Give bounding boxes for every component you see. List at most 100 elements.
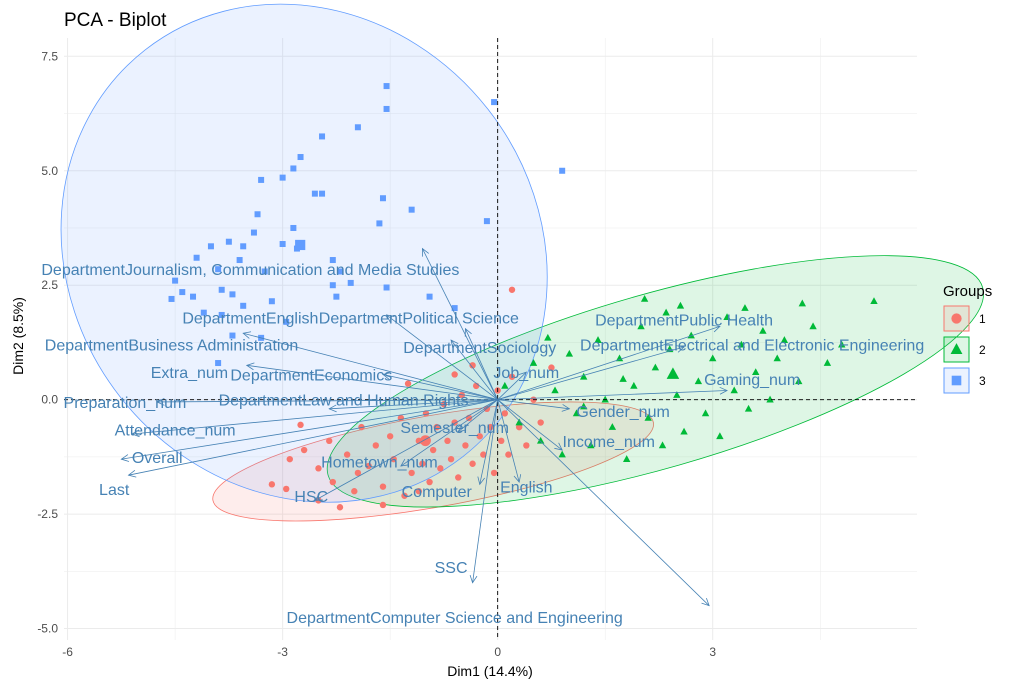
point-group-2 bbox=[536, 436, 545, 444]
point-group-2 bbox=[608, 423, 617, 430]
legend-label-1: 1 bbox=[979, 312, 986, 326]
point-group-2 bbox=[544, 333, 552, 341]
point-group-3 bbox=[379, 195, 386, 202]
legend-marker-2 bbox=[950, 343, 963, 354]
point-group-1 bbox=[379, 483, 387, 490]
variable-label: DepartmentLaw and Human Rights bbox=[219, 393, 469, 410]
point-group-3 bbox=[290, 224, 297, 231]
point-group-2 bbox=[838, 340, 846, 348]
variable-arrowhead bbox=[400, 458, 409, 467]
point-group-2 bbox=[662, 308, 670, 316]
point-group-3 bbox=[218, 286, 225, 293]
point-group-3 bbox=[279, 241, 286, 248]
point-group-2 bbox=[723, 313, 731, 321]
legend-label-3: 3 bbox=[979, 374, 986, 388]
variable-arrowhead bbox=[450, 339, 459, 349]
variable-arrowhead bbox=[457, 424, 467, 433]
point-group-1 bbox=[329, 478, 337, 486]
point-group-1 bbox=[469, 362, 476, 369]
point-group-2 bbox=[579, 402, 588, 410]
variable-arrow bbox=[329, 399, 498, 410]
point-group-1 bbox=[386, 433, 394, 440]
point-group-1 bbox=[286, 455, 293, 463]
point-group-3 bbox=[376, 220, 383, 227]
variable-arrow bbox=[128, 399, 498, 476]
point-group-2 bbox=[780, 336, 789, 343]
point-group-3 bbox=[333, 293, 340, 300]
confidence-ellipses bbox=[60, 3, 984, 522]
point-group-2 bbox=[673, 391, 681, 398]
variable-arrowhead bbox=[131, 429, 140, 438]
legend-title: Groups bbox=[943, 283, 992, 300]
variable-arrow bbox=[497, 399, 520, 483]
variable-arrow bbox=[243, 332, 498, 401]
variable-label: Last bbox=[99, 482, 130, 499]
point-group-1 bbox=[462, 442, 469, 449]
point-group-3 bbox=[240, 243, 247, 250]
point-group-2 bbox=[741, 304, 749, 311]
point-group-3 bbox=[451, 305, 458, 312]
variable-label: DepartmentElectrical and Electronic Engi… bbox=[580, 338, 924, 355]
y-tick-label: 2.5 bbox=[41, 278, 58, 292]
point-group-3 bbox=[261, 268, 268, 275]
y-axis-title: Dim2 (8.5%) bbox=[10, 297, 26, 375]
variable-label: Extra_num bbox=[151, 365, 228, 382]
point-group-3 bbox=[336, 268, 343, 275]
variable-arrow bbox=[246, 364, 498, 401]
variable-label: HSC bbox=[294, 489, 328, 506]
variable-arrow bbox=[497, 399, 710, 606]
point-group-1 bbox=[548, 364, 555, 371]
variable-arrowhead bbox=[245, 362, 255, 371]
variable-arrows bbox=[120, 247, 728, 607]
variable-labels: DepartmentJournalism, Communication and … bbox=[41, 262, 924, 627]
point-group-1 bbox=[419, 460, 426, 467]
variable-label: DepartmentPublic Health bbox=[595, 313, 773, 330]
variable-arrow bbox=[497, 346, 685, 401]
point-group-2 bbox=[809, 322, 817, 330]
point-group-1 bbox=[408, 469, 415, 477]
point-group-3 bbox=[225, 238, 232, 245]
point-group-1 bbox=[354, 469, 362, 477]
point-group-3 bbox=[229, 291, 236, 298]
point-group-3 bbox=[268, 298, 275, 305]
y-tick-label: 0.0 bbox=[41, 393, 58, 407]
point-group-1 bbox=[447, 455, 455, 463]
point-group-1 bbox=[372, 442, 380, 449]
variable-label: Overall bbox=[132, 450, 183, 467]
group-mean-2 bbox=[666, 367, 680, 379]
x-tick-label: -3 bbox=[277, 645, 288, 659]
point-group-1 bbox=[505, 451, 512, 458]
point-group-2 bbox=[551, 386, 559, 394]
point-group-3 bbox=[179, 289, 186, 296]
point-group-3 bbox=[297, 154, 304, 161]
variable-arrowhead bbox=[469, 575, 478, 584]
point-group-2 bbox=[651, 363, 660, 371]
point-group-3 bbox=[193, 254, 200, 261]
point-group-2 bbox=[615, 354, 624, 362]
point-group-2 bbox=[501, 381, 509, 389]
point-group-3 bbox=[207, 243, 214, 250]
point-group-1 bbox=[415, 488, 423, 495]
variable-label: Semester_num bbox=[400, 420, 509, 437]
variable-arrowhead bbox=[518, 371, 528, 380]
point-group-2 bbox=[709, 354, 717, 362]
variable-arrow bbox=[497, 326, 721, 401]
variable-label: Hometown_num bbox=[321, 454, 438, 471]
variable-label: DepartmentEconomics bbox=[230, 367, 392, 384]
point-group-3 bbox=[383, 105, 390, 112]
point-group-3 bbox=[319, 133, 326, 140]
variable-arrow bbox=[457, 399, 498, 433]
point-group-2 bbox=[594, 336, 602, 343]
point-group-1 bbox=[429, 446, 437, 454]
variable-arrowhead bbox=[477, 476, 485, 486]
point-group-1 bbox=[537, 419, 544, 426]
point-group-1 bbox=[315, 465, 322, 472]
variable-label: Computer bbox=[402, 484, 473, 501]
variable-arrowhead bbox=[421, 247, 429, 257]
point-group-3 bbox=[218, 311, 225, 318]
point-group-1 bbox=[401, 492, 408, 499]
variable-label: DepartmentPolitical Science bbox=[319, 310, 519, 327]
point-group-3 bbox=[426, 293, 433, 300]
point-group-1 bbox=[444, 437, 451, 445]
variable-arrowhead bbox=[719, 386, 728, 395]
